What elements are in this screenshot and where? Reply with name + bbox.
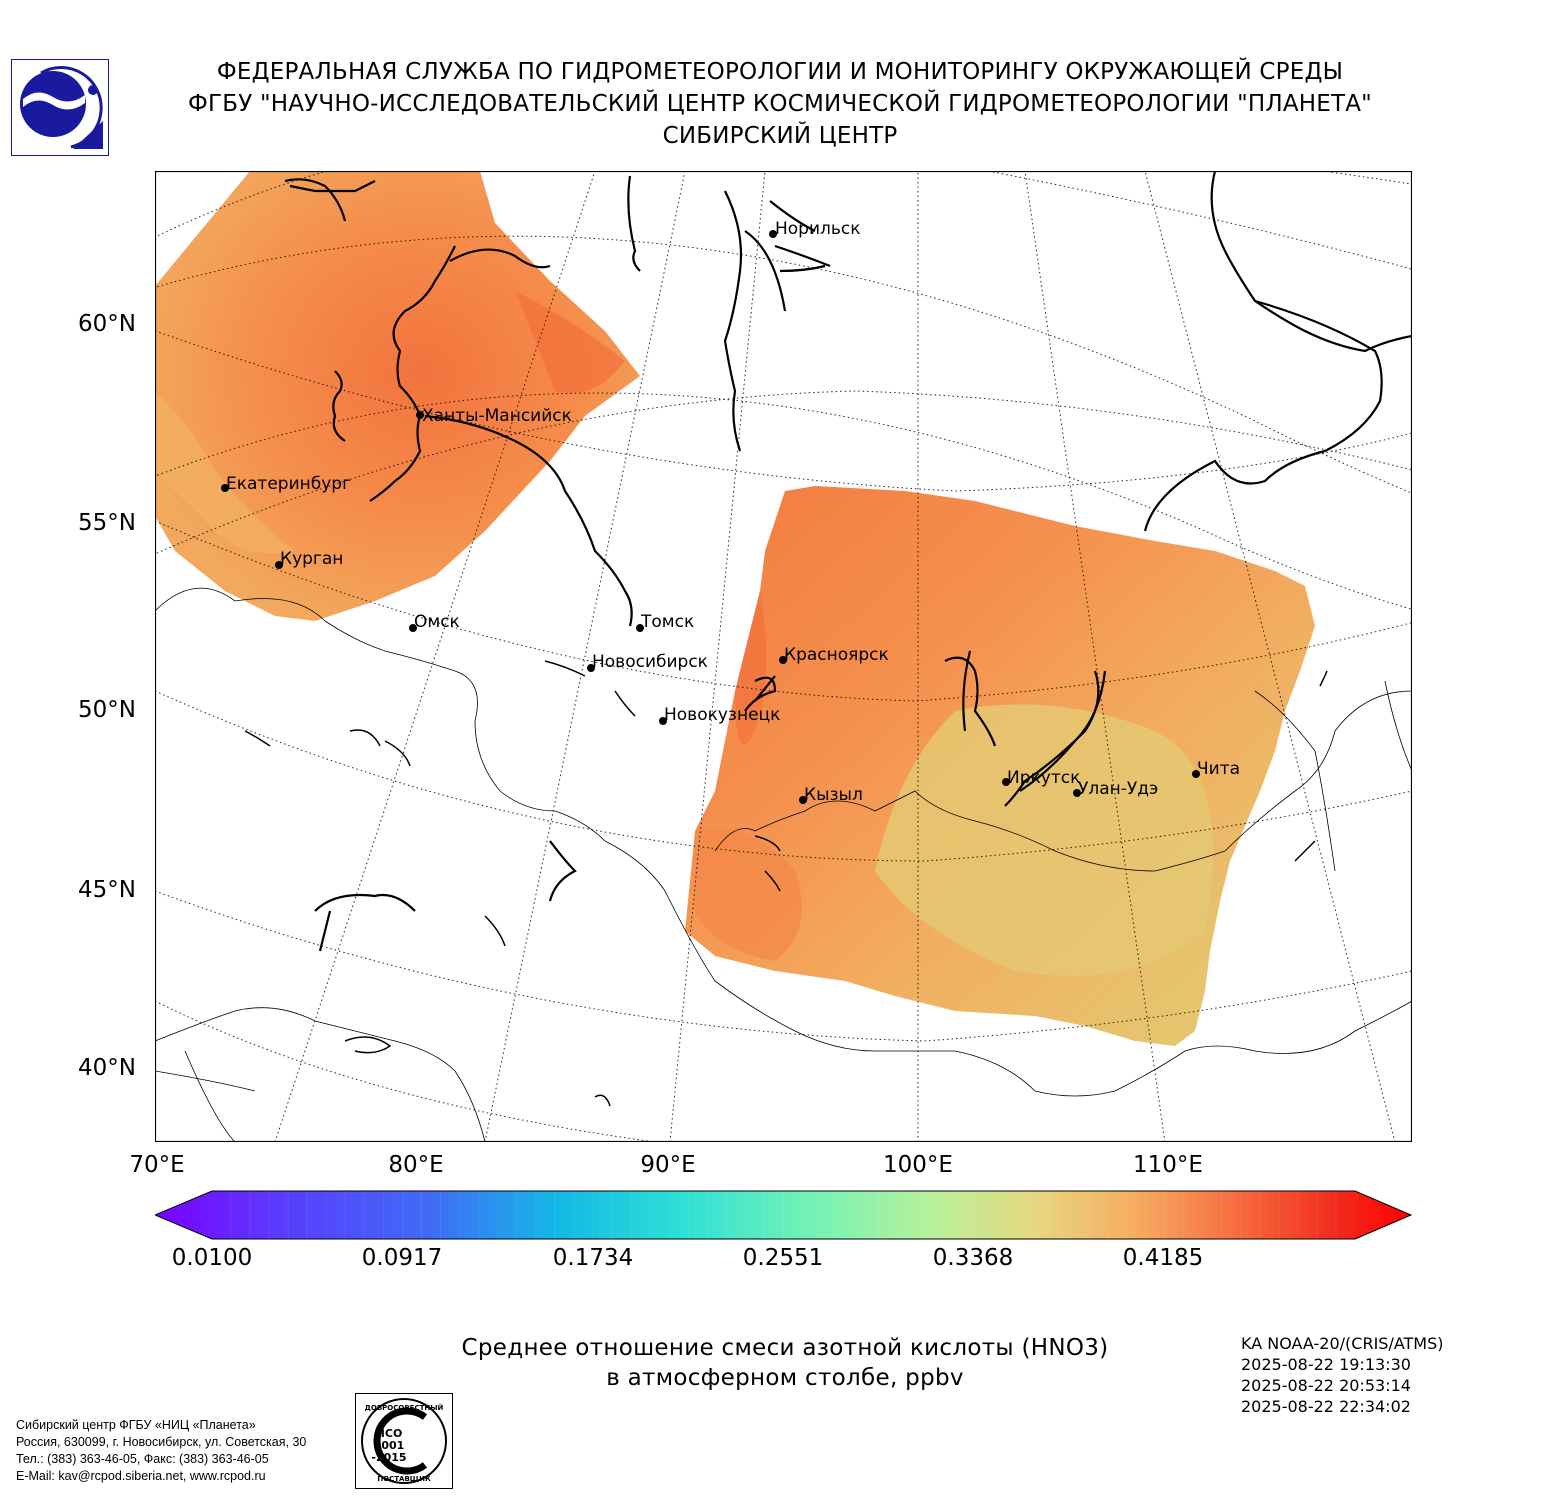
header-line-2: ФГБУ "НАУЧНО-ИССЛЕДОВАТЕЛЬСКИЙ ЦЕНТР КОС… <box>188 91 1372 117</box>
city-label: Курган <box>280 549 343 569</box>
city-dot <box>659 717 667 725</box>
colorbar-segments <box>230 1191 1337 1239</box>
satellite-time: 2025-08-22 22:34:02 <box>1241 1397 1411 1416</box>
footer-line-3: Тел.: (383) 363-46-05, Факс: (383) 363-4… <box>16 1452 269 1466</box>
city-label: Красноярск <box>784 645 889 665</box>
iso-certification-badge-icon: ДОБРОСОВЕСТНЫЙ ИСО 9001 -2015 ПОСТАВЩИК <box>355 1393 453 1489</box>
city-dot <box>409 624 417 632</box>
satellite-name: KA NOAA-20/(CRIS/ATMS) <box>1241 1334 1444 1353</box>
satellite-time: 2025-08-22 19:13:30 <box>1241 1355 1411 1374</box>
footer-line-4: E-Mail: kav@rcpod.siberia.net, www.rcpod… <box>16 1469 266 1483</box>
city-dot <box>221 484 229 492</box>
colorbar-tick-label: 0.1734 <box>552 1245 634 1271</box>
footer-contacts: Сибирский центр ФГБУ «НИЦ «Планета» Росс… <box>16 1417 306 1485</box>
map-plot-area: Норильск Ханты-Мансийск Екатеринбург Кур… <box>155 171 1412 1142</box>
city-dot <box>416 411 424 419</box>
city-label: Чита <box>1197 759 1240 779</box>
satellite-info: KA NOAA-20/(CRIS/ATMS) 2025-08-22 19:13:… <box>1241 1333 1444 1417</box>
svg-text:ИСО: ИСО <box>376 1427 403 1440</box>
city-label: Омск <box>414 612 460 632</box>
lat-label-40: 40°N <box>78 1055 136 1081</box>
city-dot <box>1073 789 1081 797</box>
lat-label-60: 60°N <box>78 311 136 337</box>
lat-label-55: 55°N <box>78 510 136 536</box>
caption-line-2: в атмосферном столбе, ppbv <box>606 1365 964 1391</box>
caption-line-1: Среднее отношение смеси азотной кислоты … <box>461 1335 1109 1361</box>
colorbar <box>155 1190 1412 1240</box>
map-caption: Среднее отношение смеси азотной кислоты … <box>380 1333 1190 1393</box>
svg-text:ПОСТАВЩИК: ПОСТАВЩИК <box>377 1475 431 1483</box>
city-dot <box>779 656 787 664</box>
city-dot <box>275 561 283 569</box>
svg-text:ДОБРОСОВЕСТНЫЙ: ДОБРОСОВЕСТНЫЙ <box>365 1403 444 1412</box>
city-label: Новокузнецк <box>664 705 780 725</box>
city-labels: Норильск Ханты-Мансийск Екатеринбург Кур… <box>226 219 1240 805</box>
colorbar-tick-label: 0.3368 <box>932 1245 1014 1271</box>
roshydromet-logo-icon <box>11 59 109 156</box>
lat-label-50: 50°N <box>78 697 136 723</box>
svg-text:-2015: -2015 <box>371 1451 406 1464</box>
header-title-block: ФЕДЕРАЛЬНАЯ СЛУЖБА ПО ГИДРОМЕТЕОРОЛОГИИ … <box>120 56 1440 152</box>
svg-text:9001: 9001 <box>374 1439 405 1452</box>
city-dot <box>769 230 777 238</box>
city-label: Ханты-Мансийск <box>422 406 572 426</box>
header-line-1: ФЕДЕРАЛЬНАЯ СЛУЖБА ПО ГИДРОМЕТЕОРОЛОГИИ … <box>216 59 1344 85</box>
lon-label-70: 70°E <box>129 1152 185 1178</box>
city-dot <box>587 664 595 672</box>
colorbar-tick-label: 0.0917 <box>361 1245 443 1271</box>
colorbar-tick-label: 0.4185 <box>1122 1245 1204 1271</box>
lat-label-45: 45°N <box>78 877 136 903</box>
city-label: Екатеринбург <box>226 474 351 494</box>
satellite-time: 2025-08-22 20:53:14 <box>1241 1376 1411 1395</box>
city-label: Новосибирск <box>592 652 708 672</box>
city-label: Норильск <box>775 219 861 239</box>
city-dot <box>799 796 807 804</box>
city-label: Улан-Удэ <box>1078 779 1158 799</box>
city-label: Кызыл <box>804 785 863 805</box>
city-dot <box>1002 778 1010 786</box>
lon-label-90: 90°E <box>640 1152 696 1178</box>
footer-line-1: Сибирский центр ФГБУ «НИЦ «Планета» <box>16 1418 256 1432</box>
city-label: Томск <box>640 612 694 632</box>
lon-label-80: 80°E <box>388 1152 444 1178</box>
city-dot <box>636 624 644 632</box>
lon-label-110: 110°E <box>1133 1152 1203 1178</box>
header-line-3: СИБИРСКИЙ ЦЕНТР <box>662 123 898 149</box>
city-markers <box>221 230 1200 804</box>
lon-label-100: 100°E <box>883 1152 953 1178</box>
city-label: Иркутск <box>1007 768 1080 788</box>
footer-line-2: Россия, 630099, г. Новосибирск, ул. Сове… <box>16 1435 307 1449</box>
colorbar-tick-label: 0.0100 <box>171 1245 253 1271</box>
city-dot <box>1192 770 1200 778</box>
data-swath-west <box>155 171 640 621</box>
colorbar-tick-label: 0.2551 <box>742 1245 824 1271</box>
